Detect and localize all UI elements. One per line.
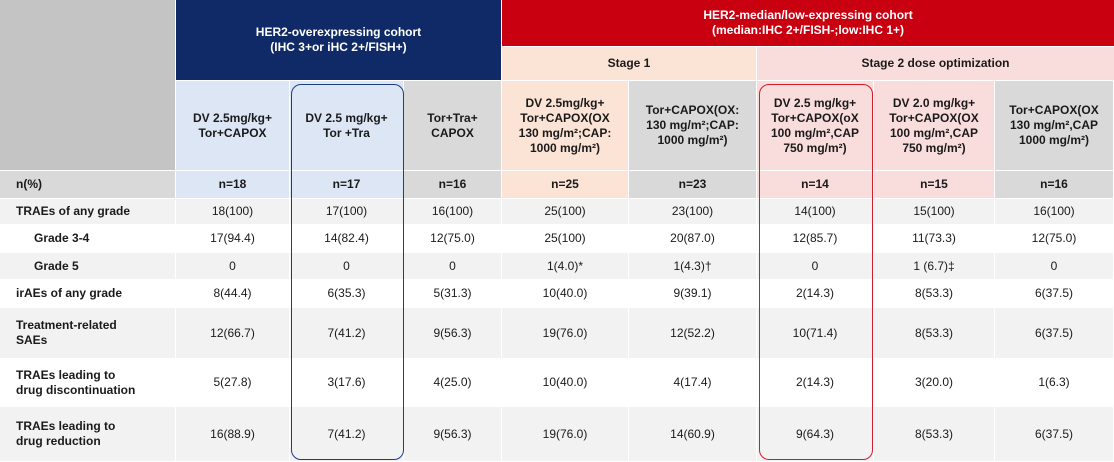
table-cell: 0 [995, 253, 1113, 279]
row-label: Grade 5 [0, 253, 175, 279]
table-cell: 14(100) [757, 199, 873, 224]
table-cell: 9(64.3) [757, 407, 873, 461]
table-cell: 10(71.4) [757, 308, 873, 358]
table-cell: 0 [290, 253, 403, 279]
her2-overexpressing-header: HER2-overexpressing cohort (IHC 3+or iHC… [176, 0, 501, 80]
table-cell: 17(100) [290, 199, 403, 224]
table-cell: 12(52.2) [629, 308, 756, 358]
table-cell: 0 [176, 253, 289, 279]
arm-header: DV 2.5 mg/kg+ Tor +Tra [290, 81, 403, 170]
table-cell: 9(56.3) [404, 308, 501, 358]
table-cell: 16(100) [404, 199, 501, 224]
table-cell: 3(20.0) [874, 359, 994, 406]
table-cell: n=15 [874, 171, 994, 198]
table-cell: 9(39.1) [629, 280, 756, 307]
table-cell: 8(53.3) [874, 407, 994, 461]
table-cell: 16(100) [995, 199, 1113, 224]
table-cell: 19(76.0) [502, 308, 628, 358]
table-cell: 6(37.5) [995, 280, 1113, 307]
table-cell: n=25 [502, 171, 628, 198]
table-cell: 0 [404, 253, 501, 279]
table-cell: 12(75.0) [404, 225, 501, 252]
table-cell: 3(17.6) [290, 359, 403, 406]
table-cell: 7(41.2) [290, 407, 403, 461]
table-cell: 25(100) [502, 199, 628, 224]
table-cell: 2(14.3) [757, 359, 873, 406]
table-cell: 20(87.0) [629, 225, 756, 252]
table-cell: 8(53.3) [874, 280, 994, 307]
row-label: TRAEs leading to drug reduction [0, 407, 175, 461]
table-cell: n=17 [290, 171, 403, 198]
table-cell: 12(75.0) [995, 225, 1113, 252]
table-cell: 11(73.3) [874, 225, 994, 252]
table-cell: 2(14.3) [757, 280, 873, 307]
table-cell: 14(82.4) [290, 225, 403, 252]
row-label: TRAEs leading to drug discontinuation [0, 359, 175, 406]
table-cell: 1 (6.7)‡ [874, 253, 994, 279]
arm-header: DV 2.0 mg/kg+ Tor+CAPOX(OX 100 mg/m²,CAP… [874, 81, 994, 170]
table-cell: 8(44.4) [176, 280, 289, 307]
arm-header: Tor+CAPOX(OX 130 mg/m²,CAP 1000 mg/m²) [995, 81, 1113, 170]
row-label: Grade 3-4 [0, 225, 175, 252]
table-cell: 1(6.3) [995, 359, 1113, 406]
table-cell: 15(100) [874, 199, 994, 224]
table-cell: 17(94.4) [176, 225, 289, 252]
table-cell: 16(88.9) [176, 407, 289, 461]
table-cell: 23(100) [629, 199, 756, 224]
table-cell: 6(35.3) [290, 280, 403, 307]
row-label: n(%) [0, 171, 175, 198]
table-cell: 1(4.0)* [502, 253, 628, 279]
table-cell: 4(25.0) [404, 359, 501, 406]
table-cell: 10(40.0) [502, 280, 628, 307]
table-cell: n=18 [176, 171, 289, 198]
table-cell: 8(53.3) [874, 308, 994, 358]
stage2-header: Stage 2 dose optimization [757, 47, 1114, 80]
arm-header: Tor+Tra+ CAPOX [404, 81, 501, 170]
arm-header: DV 2.5mg/kg+ Tor+CAPOX(OX 130 mg/m²;CAP:… [502, 81, 628, 170]
row-label: irAEs of any grade [0, 280, 175, 307]
table-cell: 9(56.3) [404, 407, 501, 461]
arm-header: DV 2.5 mg/kg+ Tor+CAPOX(oX 100 mg/m²,CAP… [757, 81, 873, 170]
table-cell: n=16 [995, 171, 1113, 198]
table-cell: 19(76.0) [502, 407, 628, 461]
arm-header: DV 2.5mg/kg+ Tor+CAPOX [176, 81, 289, 170]
her2-low-expressing-header: HER2-median/low-expressing cohort (media… [502, 0, 1114, 46]
table-cell: 0 [757, 253, 873, 279]
corner-cell [0, 0, 175, 170]
table-cell: n=14 [757, 171, 873, 198]
table-cell: 14(60.9) [629, 407, 756, 461]
row-label: Treatment-related SAEs [0, 308, 175, 358]
table-cell: 6(37.5) [995, 407, 1113, 461]
table-cell: 12(66.7) [176, 308, 289, 358]
table-cell: 7(41.2) [290, 308, 403, 358]
table-cell: 4(17.4) [629, 359, 756, 406]
table-cell: 25(100) [502, 225, 628, 252]
table-cell: 18(100) [176, 199, 289, 224]
table-cell: n=23 [629, 171, 756, 198]
table-cell: n=16 [404, 171, 501, 198]
table-cell: 10(40.0) [502, 359, 628, 406]
table-cell: 1(4.3)† [629, 253, 756, 279]
table-cell: 5(27.8) [176, 359, 289, 406]
arm-header: Tor+CAPOX(OX: 130 mg/m²;CAP: 1000 mg/m²) [629, 81, 756, 170]
table-cell: 6(37.5) [995, 308, 1113, 358]
row-label: TRAEs of any grade [0, 199, 175, 224]
stage1-header: Stage 1 [502, 47, 756, 80]
table-cell: 5(31.3) [404, 280, 501, 307]
table-cell: 12(85.7) [757, 225, 873, 252]
